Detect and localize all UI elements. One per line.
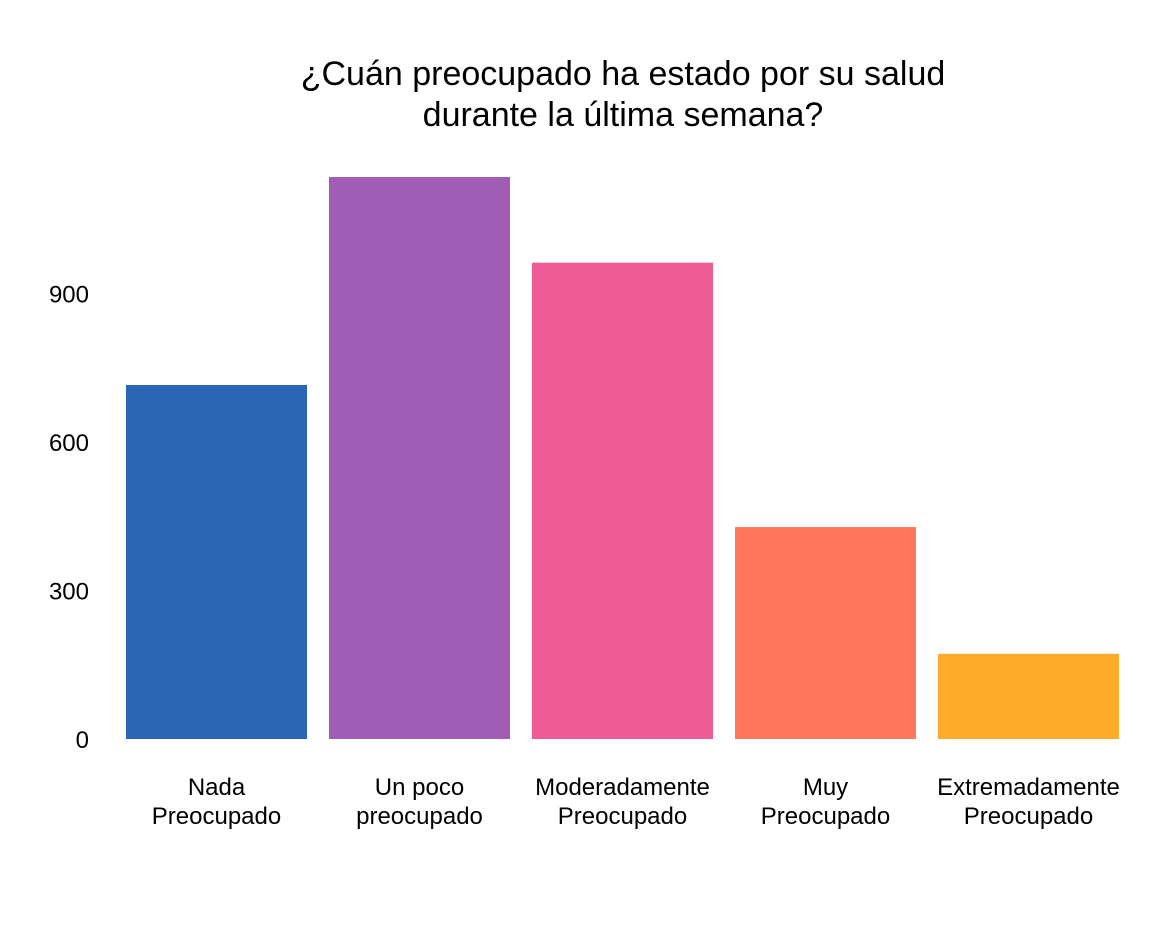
bar-nada-preocupado (126, 384, 307, 739)
y-tick-label: 600 (49, 430, 89, 457)
x-category-label: Nada (188, 774, 246, 801)
x-category-label: Preocupado (964, 803, 1093, 830)
bar-un poco-preocupado (329, 177, 510, 739)
x-category-label: Extremadamente (937, 774, 1120, 801)
y-tick-label: 300 (49, 578, 89, 605)
y-axis-ticks: 0 300 600 900 (49, 281, 89, 754)
x-category-label: Preocupado (558, 803, 687, 830)
y-tick-label: 900 (49, 281, 89, 308)
x-category-label: Preocupado (152, 803, 281, 830)
x-category-label: Un poco (375, 774, 464, 801)
x-category-label: preocupado (356, 803, 483, 830)
chart-title-line-2: durante la última semana? (423, 96, 824, 134)
bar-extremadamente-preocupado (938, 653, 1119, 739)
chart-title-line-1: ¿Cuán preocupado ha estado por su salud (301, 55, 946, 93)
bar-muy-preocupado (735, 527, 916, 739)
y-tick-label: 0 (76, 727, 89, 754)
bars (126, 177, 1119, 739)
x-category-label: Moderadamente (535, 774, 710, 801)
chart-title: ¿Cuán preocupado ha estado por su saludd… (301, 55, 946, 134)
bar-moderadamente-preocupado (532, 262, 713, 739)
x-category-label: Muy (803, 774, 848, 801)
x-category-label: Preocupado (761, 803, 890, 830)
